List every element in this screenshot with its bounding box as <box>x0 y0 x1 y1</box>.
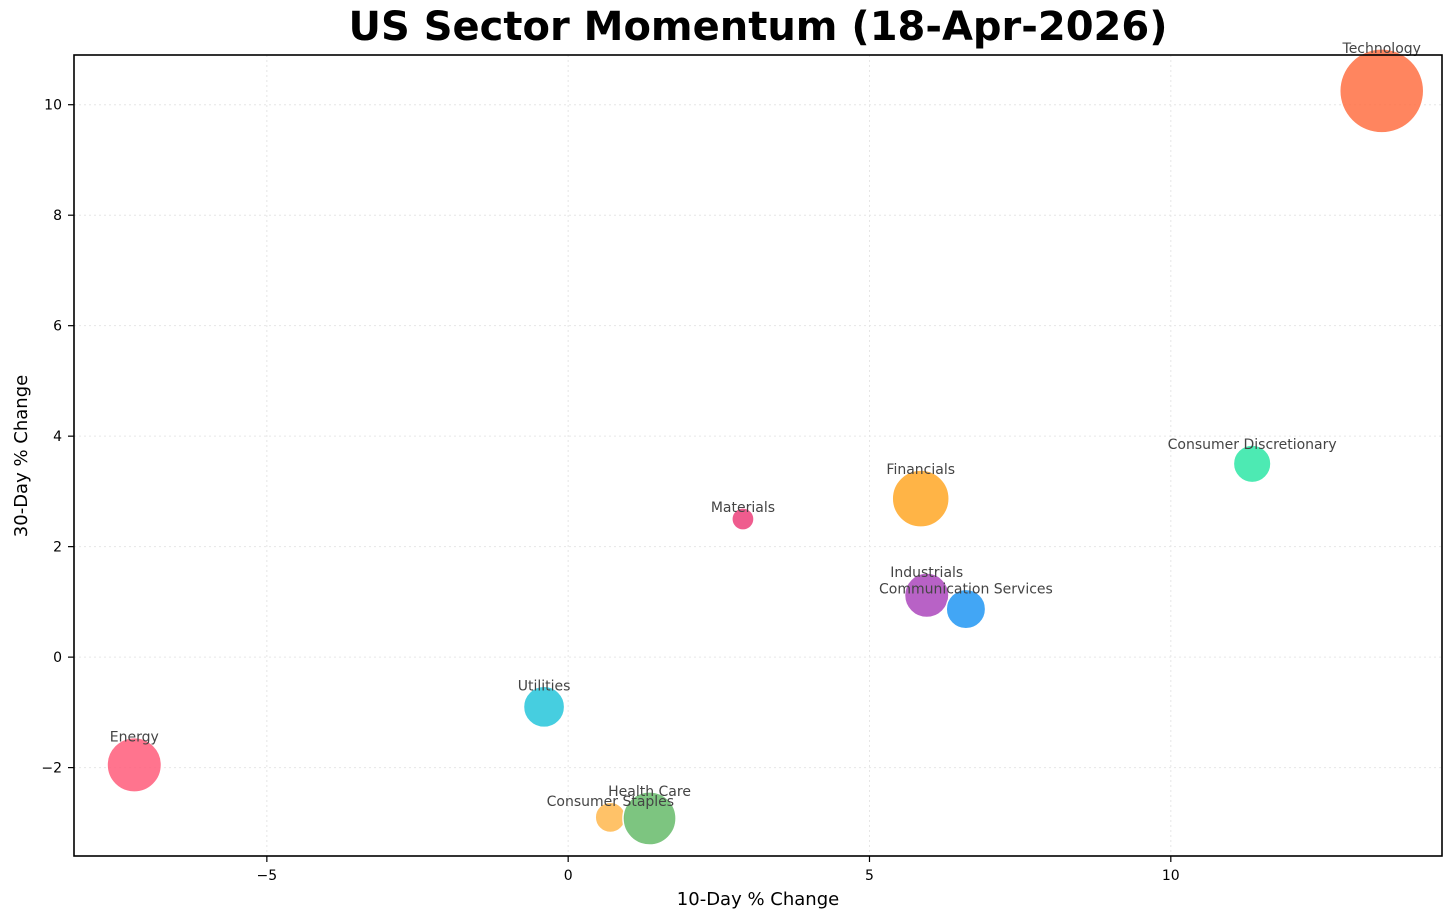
x-axis-label: 10-Day % Change <box>677 889 839 910</box>
y-tick-label: 0 <box>53 650 62 666</box>
x-tick-label: 5 <box>865 868 874 884</box>
bubble-label-industrials: Industrials <box>890 565 963 581</box>
bubble-technology <box>1338 48 1425 134</box>
bubble-label-energy: Energy <box>110 730 159 746</box>
grid-lines <box>74 55 1442 856</box>
y-tick-label: 8 <box>53 208 62 224</box>
bubble-label-utilities: Utilities <box>518 678 571 694</box>
bubble-label-financials: Financials <box>886 462 955 478</box>
bubble-label-health-care: Health Care <box>608 784 691 800</box>
chart-title: US Sector Momentum (18-Apr-2026) <box>348 4 1168 50</box>
x-tick-label: −5 <box>257 868 278 884</box>
bubble-energy <box>106 736 163 793</box>
y-tick-label: 4 <box>53 429 62 445</box>
y-tick-label: −2 <box>41 761 62 777</box>
bubble-materials <box>731 507 755 531</box>
y-tick-label: 6 <box>53 319 62 335</box>
bubble-industrials <box>903 572 950 619</box>
bubble-financials <box>891 469 950 528</box>
bubble-communication-services <box>945 588 987 630</box>
bubble-label-consumer-discretionary: Consumer Discretionary <box>1168 437 1337 453</box>
bubble-label-consumer-staples: Consumer Staples <box>547 794 674 810</box>
y-tick-label: 10 <box>44 98 62 114</box>
y-axis-label: 30-Day % Change <box>11 375 32 537</box>
bubble-consumer-discretionary <box>1232 444 1272 484</box>
y-tick-label: 2 <box>53 540 62 556</box>
plot-frame <box>73 54 1443 857</box>
bubble-label-technology: Technology <box>1342 41 1421 57</box>
axis-ticks: −5 0 5 10 −2 0 2 4 6 8 10 <box>41 98 1179 884</box>
bubble-label-materials: Materials <box>711 500 775 516</box>
bubble-health-care <box>622 791 677 846</box>
x-tick-label: 0 <box>564 868 573 884</box>
x-tick-label: 10 <box>1162 868 1180 884</box>
bubble-label-communication-services: Communication Services <box>879 581 1053 597</box>
bubble-utilities <box>522 685 566 729</box>
bubble-layer <box>106 48 1425 846</box>
bubble-label-layer: Technology Consumer Discretionary Financia… <box>110 41 1421 810</box>
